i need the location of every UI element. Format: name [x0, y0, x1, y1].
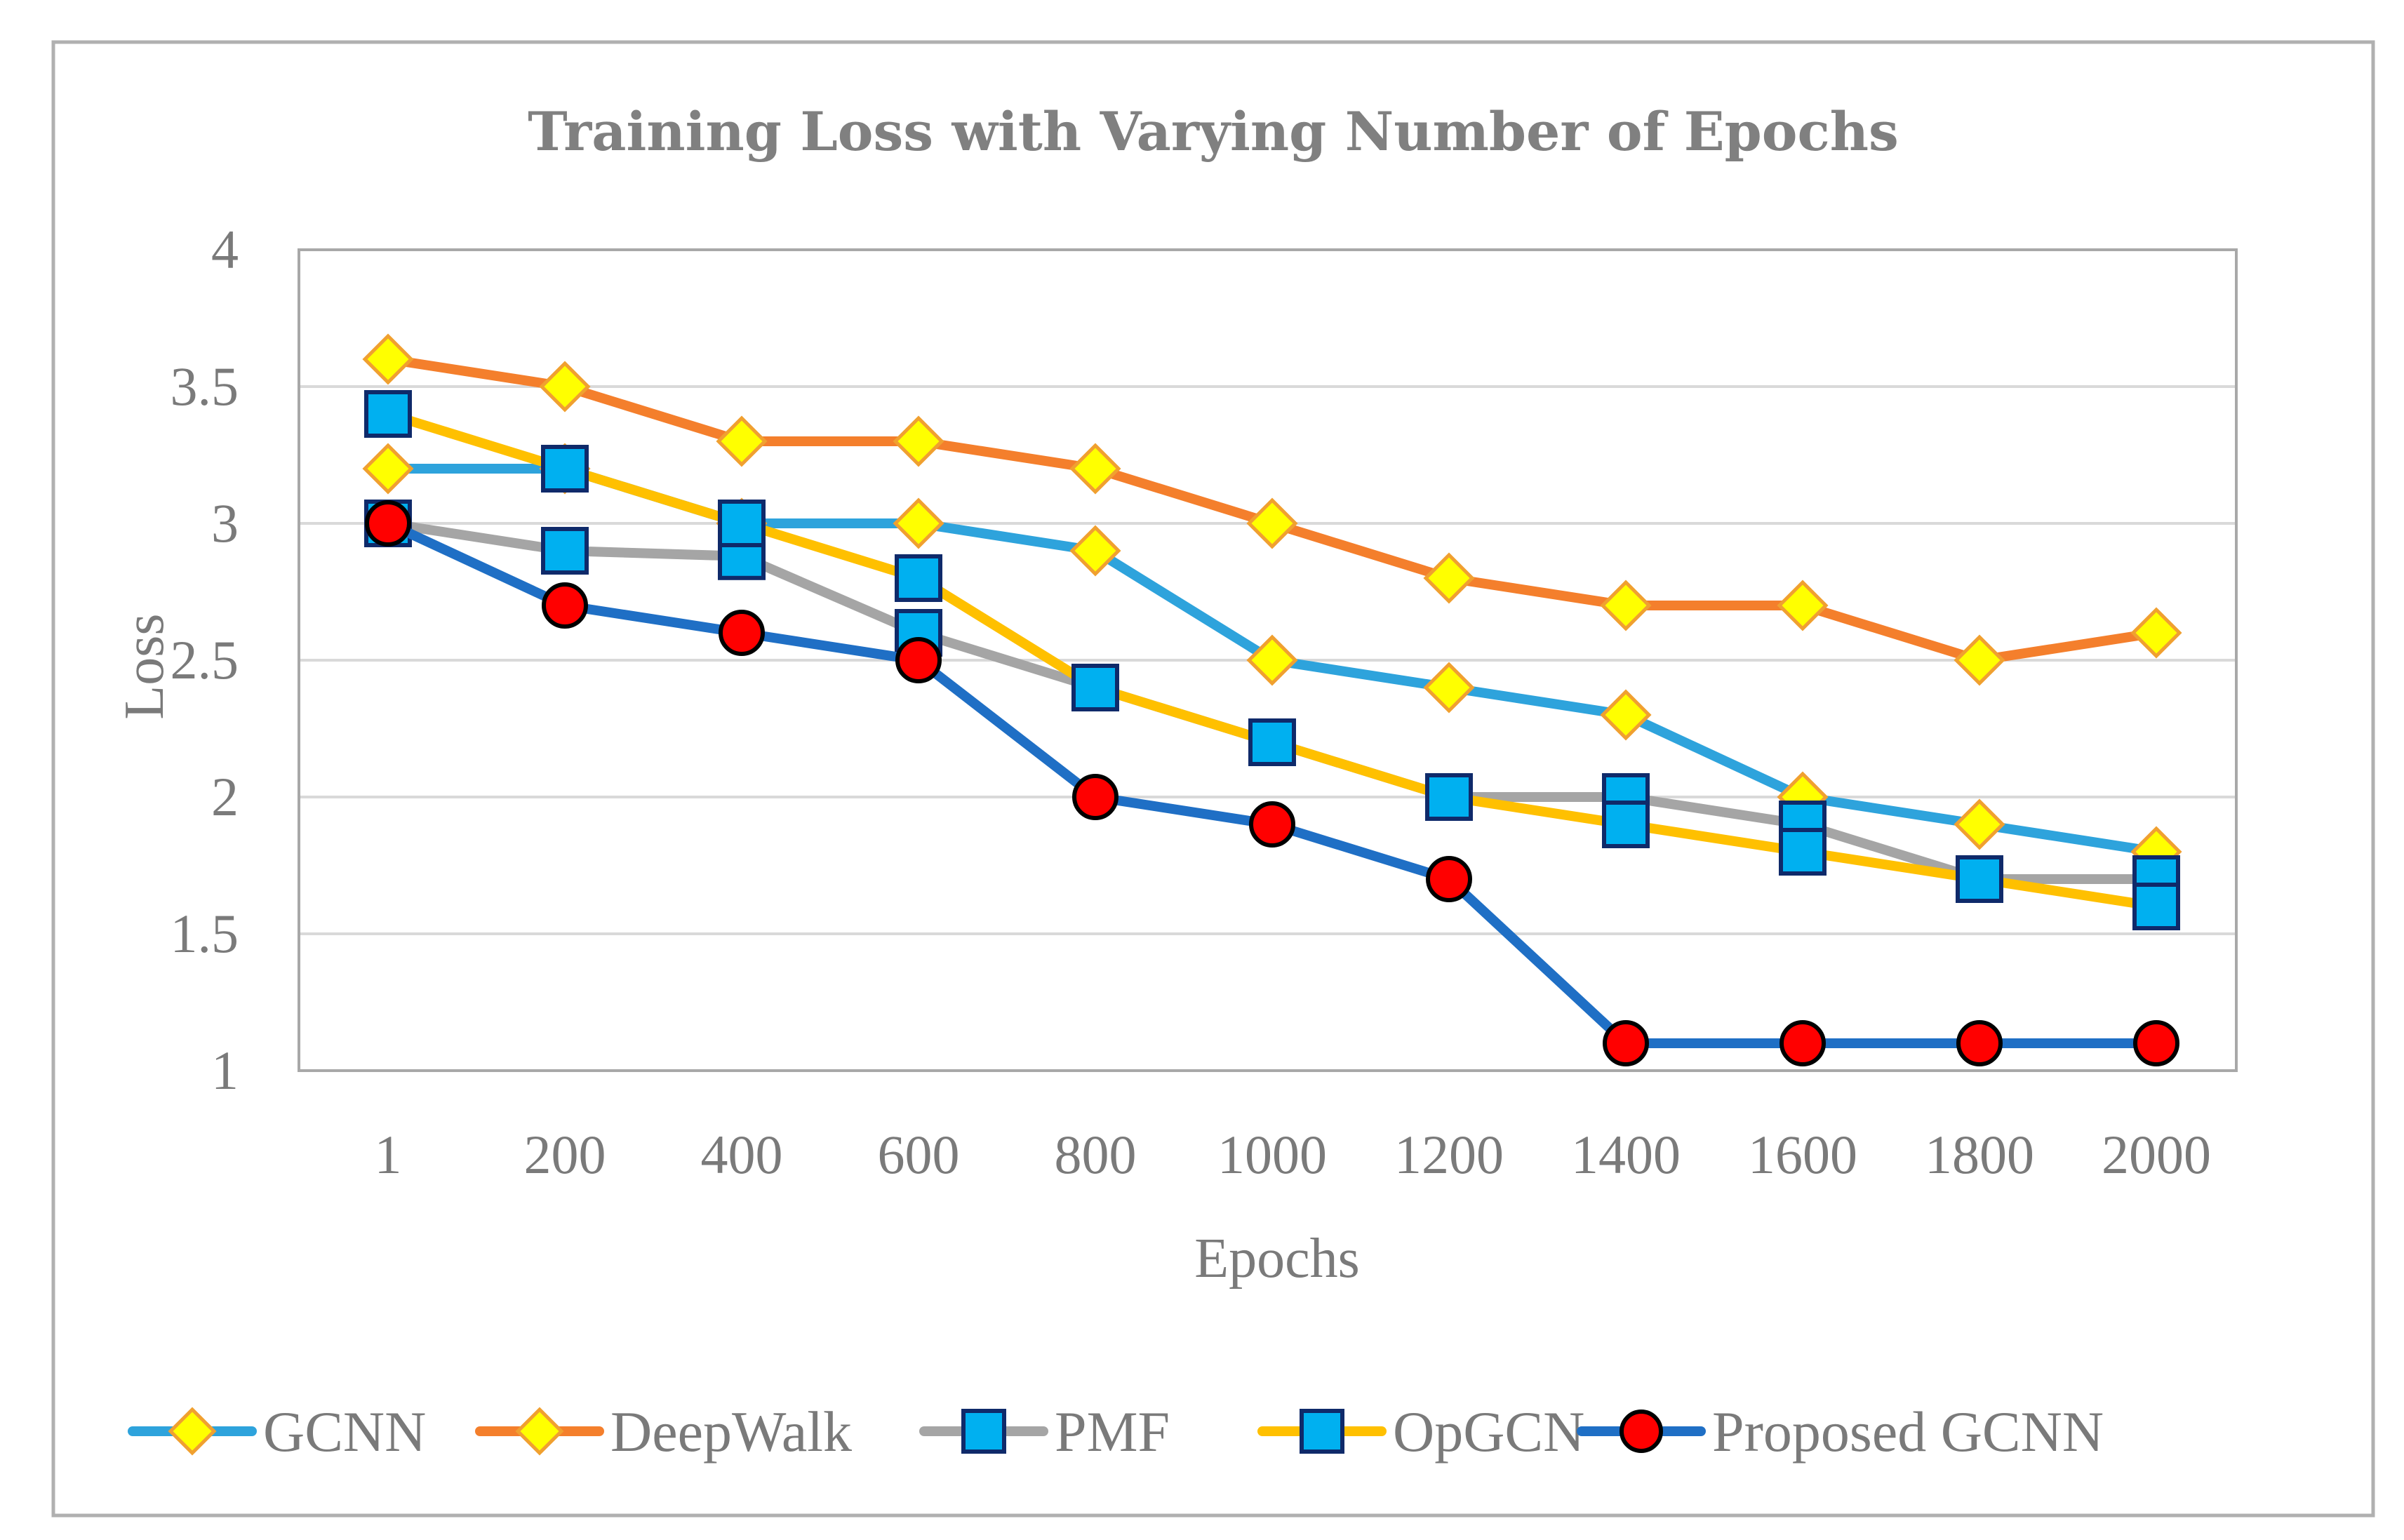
y-tick-label: 4: [211, 219, 239, 280]
legend-marker: [961, 1409, 1006, 1454]
data-point: [2133, 1020, 2179, 1066]
data-point: [2130, 607, 2182, 659]
series-deepwalk: [362, 333, 2182, 686]
data-point: [1956, 1020, 2003, 1066]
data-point: [364, 390, 412, 438]
legend: GCNN DeepWalk PMF OpGCN Proposed GCNN: [128, 1400, 2104, 1464]
data-point: [1423, 662, 1475, 714]
legend-item: GCNN: [128, 1400, 426, 1464]
data-point: [893, 497, 944, 549]
data-point: [1246, 497, 1298, 549]
x-tick-label: 400: [701, 1124, 783, 1185]
series-opgcn: [364, 390, 2180, 930]
x-tick-label: 1400: [1571, 1124, 1681, 1185]
series-proposed-gcnn: [365, 500, 2179, 1066]
data-point: [1779, 1020, 1826, 1066]
legend-marker: [1300, 1409, 1344, 1454]
y-tick-label: 3: [211, 493, 239, 554]
x-tick-label: 200: [524, 1124, 606, 1185]
y-axis-label: Loss: [114, 613, 175, 719]
x-tick-labels: 1 200 400 600 800 1000 1200 1400 1600 1800 2000: [375, 1124, 2212, 1185]
legend-label: PMF: [1055, 1400, 1170, 1464]
data-point: [893, 415, 944, 467]
data-point: [1069, 525, 1121, 577]
legend-label: OpGCN: [1393, 1400, 1584, 1464]
legend-marker: [168, 1407, 217, 1456]
data-point: [1246, 634, 1298, 686]
data-point: [1249, 801, 1295, 848]
chart-frame: [51, 40, 2375, 1518]
data-point: [1423, 552, 1475, 604]
y-tick-label: 3.5: [171, 356, 239, 417]
data-point: [1425, 773, 1473, 821]
data-point: [1071, 664, 1119, 711]
legend-label: GCNN: [263, 1400, 426, 1464]
legend-item: OpGCN: [1257, 1400, 1584, 1464]
y-tick-label: 1.5: [171, 903, 239, 964]
data-point: [895, 637, 942, 683]
x-tick-label: 2000: [2102, 1124, 2211, 1185]
x-tick-label: 1800: [1925, 1124, 2034, 1185]
x-tick-label: 600: [878, 1124, 960, 1185]
x-tick-label: 1000: [1217, 1124, 1327, 1185]
data-point: [2132, 883, 2180, 930]
data-point: [1954, 634, 2005, 686]
data-point: [1600, 580, 1652, 631]
x-tick-label: 1600: [1748, 1124, 1857, 1185]
legend-marker: [515, 1407, 564, 1456]
data-point: [542, 582, 588, 629]
legend-item: PMF: [919, 1400, 1170, 1464]
y-tick-label: 1: [211, 1040, 239, 1101]
data-point: [1069, 443, 1121, 495]
data-point: [1600, 689, 1652, 741]
data-series: [362, 333, 2182, 1066]
x-tick-label: 800: [1055, 1124, 1137, 1185]
data-point: [1602, 801, 1650, 848]
legend-label: DeepWalk: [610, 1400, 852, 1464]
data-point: [541, 527, 589, 575]
data-point: [1072, 774, 1118, 820]
legend-label: Proposed GCNN: [1712, 1400, 2104, 1464]
x-tick-label: 1200: [1394, 1124, 1504, 1185]
data-point: [718, 500, 766, 547]
x-tick-label: 1: [375, 1124, 402, 1185]
y-tick-labels: 1 1.5 2 2.5 3 3.5 4: [171, 219, 239, 1101]
data-point: [1777, 580, 1829, 631]
data-point: [362, 333, 414, 385]
chart-title: Training Loss with Varying Number of Epo…: [528, 100, 1899, 163]
x-axis-label: Epochs: [1194, 1228, 1360, 1290]
data-point: [362, 443, 414, 495]
data-point: [895, 554, 942, 602]
data-point: [1248, 718, 1296, 766]
plot-area: [298, 248, 2238, 1072]
legend-marker: [1620, 1410, 1663, 1453]
data-point: [539, 361, 591, 413]
legend-item: DeepWalk: [475, 1400, 852, 1464]
data-point: [719, 610, 765, 656]
data-point: [1426, 856, 1472, 902]
legend-item: Proposed GCNN: [1577, 1400, 2104, 1464]
data-point: [716, 415, 768, 467]
data-point: [365, 500, 411, 547]
data-point: [1956, 855, 2003, 903]
data-point: [1954, 798, 2005, 850]
y-tick-label: 2.5: [171, 629, 239, 690]
y-tick-label: 2: [211, 766, 239, 827]
data-point: [1603, 1020, 1649, 1066]
data-point: [541, 445, 589, 493]
data-point: [1779, 828, 1827, 876]
